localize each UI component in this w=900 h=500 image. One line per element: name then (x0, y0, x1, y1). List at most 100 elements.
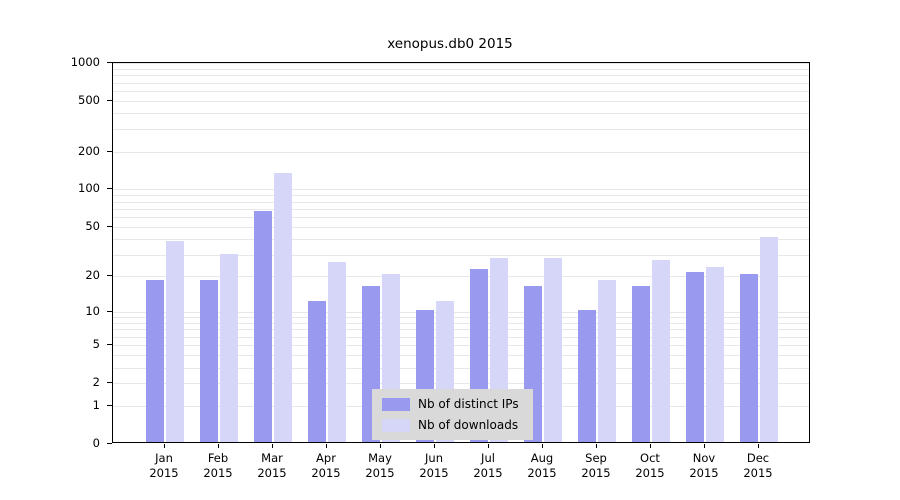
x-axis-tick (596, 444, 597, 448)
gridline (113, 336, 809, 338)
x-axis-tick (326, 444, 327, 448)
x-axis-tick (758, 444, 759, 448)
bar-distinct-ips (254, 210, 272, 442)
gridline (113, 201, 809, 203)
gridline (113, 317, 809, 319)
gridline (113, 239, 809, 241)
legend-item-downloads: Nb of downloads (382, 418, 519, 432)
legend-label-ips: Nb of distinct IPs (418, 397, 519, 411)
y-axis-tick-label: 500 (78, 93, 100, 108)
bar-downloads (166, 241, 184, 442)
gridline (113, 101, 809, 103)
gridline (113, 254, 809, 256)
gridline (113, 129, 809, 131)
x-axis-label: Sep 2015 (581, 451, 611, 480)
y-axis-tick-label: 10 (85, 303, 100, 318)
x-axis-label: Jul 2015 (473, 451, 503, 480)
x-axis-tick (164, 444, 165, 448)
legend-swatch-ips-icon (382, 397, 410, 411)
y-axis-tick-label: 1000 (70, 55, 100, 69)
y-axis-tick (107, 443, 112, 444)
x-axis-label: Mar 2015 (257, 451, 287, 480)
gridline (113, 91, 809, 93)
x-axis-label: Oct 2015 (635, 451, 665, 480)
x-axis-label: Jun 2015 (419, 451, 449, 480)
x-axis-tick (380, 444, 381, 448)
bar-distinct-ips (200, 279, 218, 442)
bar-downloads (652, 260, 670, 442)
bar-distinct-ips (686, 271, 704, 442)
legend: Nb of distinct IPs Nb of downloads (372, 389, 533, 440)
x-axis-tick (650, 444, 651, 448)
plot-area (112, 62, 810, 443)
bar-downloads (274, 173, 292, 442)
gridline (113, 329, 809, 331)
y-axis-tick (107, 382, 112, 384)
legend-label-downloads: Nb of downloads (418, 418, 519, 432)
chart-title: xenopus.db0 2015 (387, 36, 513, 52)
y-axis-tick-label: 1 (92, 397, 100, 412)
gridline (113, 311, 809, 313)
y-axis-tick-label: 5 (92, 337, 100, 352)
gridline (113, 276, 809, 278)
gridline (113, 355, 809, 357)
x-axis-label: Jan 2015 (149, 451, 179, 480)
x-axis-tick (272, 444, 273, 448)
bar-distinct-ips (632, 285, 650, 442)
y-axis-tick-label: 20 (85, 268, 100, 283)
y-axis-tick (107, 275, 112, 277)
gridline (113, 113, 809, 115)
x-axis-label: Apr 2015 (311, 451, 341, 480)
y-axis-tick (107, 188, 112, 190)
y-axis-tick (107, 344, 112, 346)
gridline (113, 63, 809, 64)
legend-swatch-downloads-icon (382, 418, 410, 432)
gridline (113, 68, 809, 70)
y-axis-tick-label: 2 (92, 375, 100, 390)
bar-downloads (328, 262, 346, 442)
bar-downloads (760, 237, 778, 442)
y-axis-tick-label: 200 (78, 143, 100, 158)
x-axis-tick (704, 444, 705, 448)
gridline (113, 383, 809, 385)
x-axis-label: Nov 2015 (689, 451, 719, 480)
y-axis-tick (107, 62, 112, 63)
x-axis-tick (434, 444, 435, 448)
bar-downloads (544, 258, 562, 442)
x-axis-label: Dec 2015 (743, 451, 773, 480)
gridline (113, 189, 809, 191)
gridline (113, 227, 809, 229)
bar-distinct-ips (146, 279, 164, 442)
y-axis-tick (107, 310, 112, 312)
bar-downloads (706, 266, 724, 442)
y-axis-tick (107, 150, 112, 152)
gridline (113, 82, 809, 84)
gridline (113, 367, 809, 369)
y-axis-tick (107, 226, 112, 228)
gridline (113, 151, 809, 153)
gridline (113, 217, 809, 219)
gridline (113, 195, 809, 197)
bar-distinct-ips (740, 274, 758, 442)
x-axis-tick (218, 444, 219, 448)
bar-downloads (598, 279, 616, 442)
bar-distinct-ips (578, 309, 596, 442)
y-axis-tick (107, 100, 112, 102)
bar-distinct-ips (308, 300, 326, 442)
bar-downloads (220, 254, 238, 442)
x-axis-label: Feb 2015 (203, 451, 233, 480)
gridline (113, 75, 809, 77)
gridline (113, 208, 809, 210)
x-axis-label: Aug 2015 (527, 451, 557, 480)
x-axis-tick (488, 444, 489, 448)
y-axis-tick (107, 404, 112, 406)
x-axis-tick (542, 444, 543, 448)
y-axis-tick-label: 0 (92, 436, 100, 450)
y-axis-tick-label: 50 (85, 219, 100, 234)
gridline (113, 322, 809, 324)
gridline (113, 345, 809, 347)
x-axis-label: May 2015 (365, 451, 395, 480)
legend-item-ips: Nb of distinct IPs (382, 397, 519, 411)
y-axis-tick-label: 100 (78, 181, 100, 196)
